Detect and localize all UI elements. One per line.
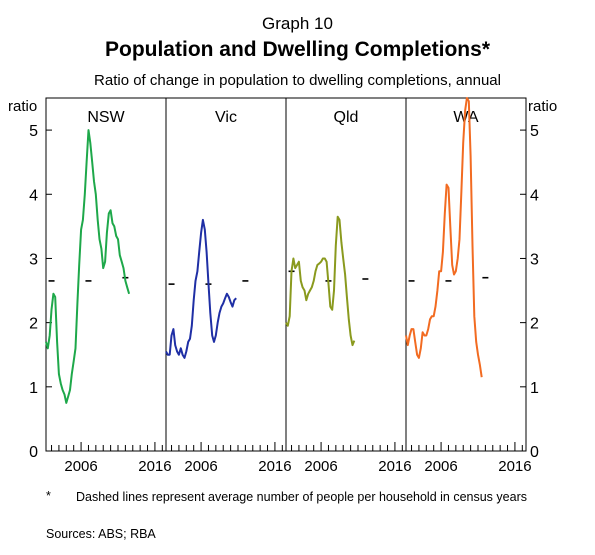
y-tick-label-left: 2: [29, 316, 38, 333]
graph-number: Graph 10: [262, 14, 333, 33]
chart-area: 0 0 1 1 2 2 3 3 4 4 5 5 ratio ratio NSW 2006 2016 Vic 2006…: [8, 97, 557, 475]
footnote-marker: *: [46, 489, 51, 503]
x-tick-label: 2016: [378, 458, 411, 475]
panel-title: Qld: [334, 109, 359, 126]
series-line-nsw: [45, 129, 131, 404]
panel-title: Vic: [215, 109, 237, 126]
x-tick-label: 2016: [258, 458, 291, 475]
y-tick-label-left: 1: [29, 380, 38, 397]
y-tick-label-left: 3: [29, 251, 38, 268]
y-axis-label-left: ratio: [8, 98, 37, 115]
y-tick-label-left: 5: [29, 123, 38, 140]
y-tick-label-right: 5: [530, 123, 539, 140]
series-line-qld: [285, 215, 356, 347]
sources-note: Sources: ABS; RBA: [46, 527, 156, 541]
y-tick-label-right: 4: [530, 187, 539, 204]
panel-title: WA: [453, 109, 479, 126]
chart-title: Population and Dwelling Completions*: [104, 38, 490, 61]
y-tick-label-right: 3: [530, 251, 539, 268]
y-tick-label-right: 1: [530, 380, 539, 397]
x-tick-label: 2006: [424, 458, 457, 475]
panel-title: NSW: [87, 109, 125, 126]
chart-subtitle: Ratio of change in population to dwellin…: [94, 72, 501, 89]
x-tick-label: 2006: [304, 458, 337, 475]
y-tick-label-right: 2: [530, 316, 539, 333]
x-tick-label: 2006: [64, 458, 97, 475]
x-tick-label: 2006: [184, 458, 217, 475]
y-tick-label-left: 0: [29, 444, 38, 461]
series-line-wa: [405, 97, 483, 378]
x-tick-label: 2016: [498, 458, 531, 475]
footnote-text: Dashed lines represent average number of…: [76, 490, 527, 504]
series-line-vic: [165, 218, 237, 359]
x-tick-label: 2016: [138, 458, 171, 475]
y-axis-label-right: ratio: [528, 98, 557, 115]
y-tick-label-left: 4: [29, 187, 38, 204]
y-tick-label-right: 0: [530, 444, 539, 461]
